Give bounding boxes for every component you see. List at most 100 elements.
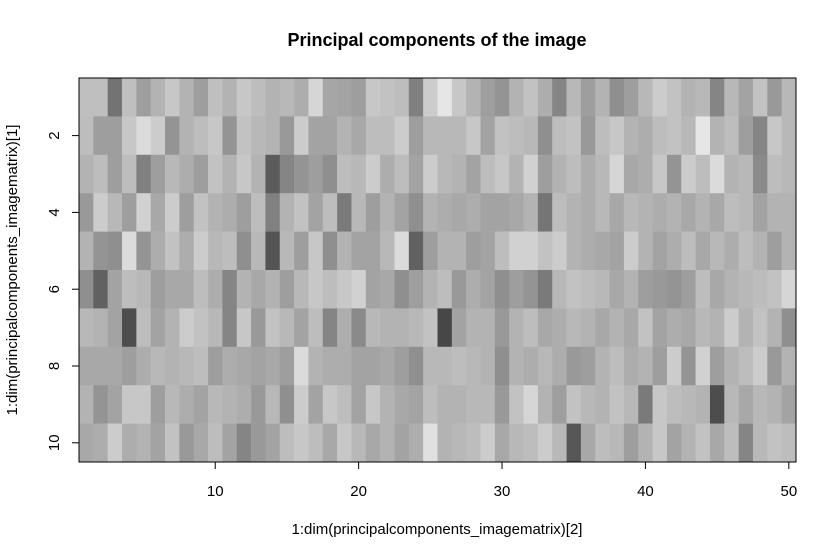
heatmap-cell — [265, 78, 281, 117]
heatmap-cell — [451, 231, 467, 271]
heatmap-cell — [322, 116, 338, 156]
heatmap-cell — [322, 193, 338, 232]
heatmap-cell — [767, 78, 782, 117]
heatmap-cell — [609, 346, 625, 386]
heatmap-cell — [365, 346, 381, 386]
heatmap-cell — [695, 385, 711, 424]
heatmap-cell — [150, 78, 166, 117]
heatmap-cell — [265, 385, 281, 424]
heatmap-cell — [724, 423, 739, 463]
heatmap-cell — [580, 231, 596, 271]
heatmap-cell — [193, 154, 209, 194]
heatmap-cell — [638, 385, 653, 424]
heatmap-cell — [695, 193, 711, 232]
heatmap-cell — [322, 308, 338, 348]
heatmap-cell — [423, 116, 438, 156]
heatmap-cell — [609, 385, 625, 424]
heatmap-cell — [537, 78, 553, 117]
heatmap-cell — [781, 308, 797, 348]
heatmap-cell — [537, 385, 553, 424]
heatmap-cell — [279, 116, 295, 156]
heatmap-cell — [480, 78, 496, 117]
heatmap-cell — [193, 78, 209, 117]
heatmap-cell — [107, 423, 123, 463]
heatmap-cell — [93, 78, 108, 117]
heatmap-cell — [337, 231, 352, 271]
heatmap-cell — [208, 270, 223, 309]
heatmap-cell — [79, 116, 94, 156]
heatmap-cell — [466, 346, 481, 386]
heatmap-cell — [265, 423, 281, 463]
heatmap-cell — [566, 116, 582, 156]
heatmap-cell — [294, 193, 309, 232]
x-tick-label: 40 — [637, 483, 654, 500]
heatmap-cell — [509, 154, 524, 194]
heatmap-cell — [93, 385, 108, 424]
heatmap-cell — [494, 116, 510, 156]
heatmap-cell — [695, 231, 711, 271]
heatmap-cell — [537, 346, 553, 386]
heatmap-cell — [580, 385, 596, 424]
heatmap-cell — [681, 78, 696, 117]
heatmap-cell — [609, 423, 625, 463]
heatmap-cell — [580, 193, 596, 232]
heatmap-cell — [136, 154, 151, 194]
y-tick-label: 2 — [46, 131, 63, 139]
heatmap-cell — [408, 423, 424, 463]
heatmap-cell — [279, 193, 295, 232]
heatmap-cell — [380, 385, 395, 424]
heatmap-cell — [79, 78, 94, 117]
heatmap-cell — [423, 154, 438, 194]
heatmap-cell — [652, 231, 668, 271]
heatmap-cell — [179, 231, 195, 271]
heatmap-cell — [738, 116, 754, 156]
heatmap-cell — [509, 193, 524, 232]
heatmap-cell — [437, 270, 453, 309]
heatmap-cell — [308, 231, 324, 271]
heatmap-cell — [552, 270, 567, 309]
heatmap-cell — [265, 154, 281, 194]
heatmap-cell — [480, 270, 496, 309]
heatmap-cell — [136, 346, 151, 386]
heatmap-cell — [365, 308, 381, 348]
heatmap-cell — [638, 116, 653, 156]
heatmap-cell — [394, 423, 410, 463]
heatmap-cell — [279, 346, 295, 386]
heatmap-cell — [322, 154, 338, 194]
heatmap-cell — [695, 270, 711, 309]
heatmap-cell — [150, 308, 166, 348]
heatmap-cell — [666, 193, 682, 232]
heatmap-cell — [494, 385, 510, 424]
heatmap-cell — [179, 193, 195, 232]
heatmap-cell — [451, 154, 467, 194]
heatmap-cell — [365, 116, 381, 156]
heatmap-cell — [165, 385, 180, 424]
heatmap-cell — [208, 346, 223, 386]
heatmap-cell — [193, 270, 209, 309]
heatmap-cell — [652, 193, 668, 232]
heatmap-cell — [623, 423, 639, 463]
heatmap-cell — [408, 193, 424, 232]
heatmap-cell — [552, 154, 567, 194]
heatmap-cell — [494, 154, 510, 194]
heatmap-cell — [566, 385, 582, 424]
heatmap-cell — [623, 154, 639, 194]
heatmap-cell — [251, 385, 266, 424]
heatmap-cell — [609, 308, 625, 348]
heatmap-cell — [724, 154, 739, 194]
heatmap-cell — [767, 270, 782, 309]
heatmap-cell — [494, 193, 510, 232]
heatmap-cell — [494, 346, 510, 386]
heatmap-cell — [193, 308, 209, 348]
heatmap-cell — [308, 193, 324, 232]
heatmap-cell — [423, 423, 438, 463]
heatmap-cell — [523, 231, 539, 271]
heatmap-cell — [79, 423, 94, 463]
heatmap-cell — [752, 154, 768, 194]
heatmap-cell — [537, 308, 553, 348]
heatmap-cell — [466, 308, 481, 348]
heatmap-cell — [738, 308, 754, 348]
heatmap-cell — [208, 423, 223, 463]
heatmap-cell — [322, 346, 338, 386]
heatmap-cell — [365, 385, 381, 424]
